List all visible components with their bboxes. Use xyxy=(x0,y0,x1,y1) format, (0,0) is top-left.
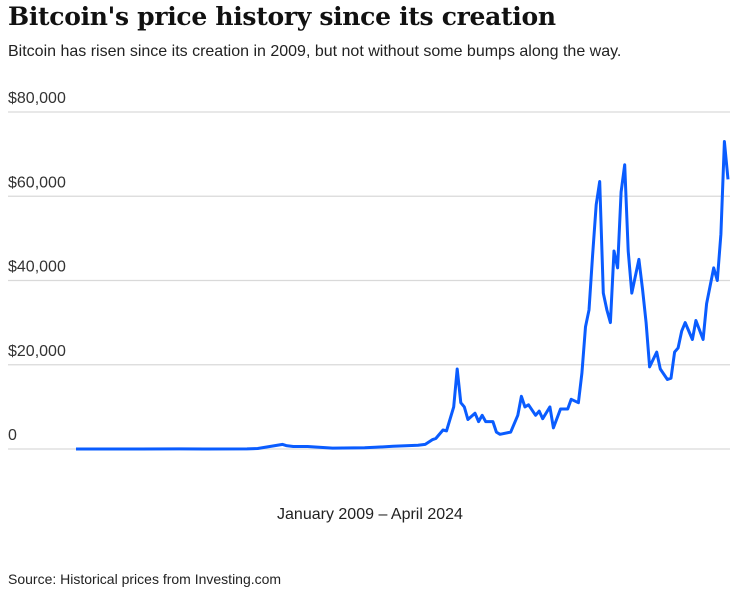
x-axis-label: January 2009 – April 2024 xyxy=(277,506,463,523)
chart-subtitle: Bitcoin has risen since its creation in … xyxy=(8,43,622,60)
y-tick-label: $20,000 xyxy=(8,343,66,360)
y-tick-label: $80,000 xyxy=(8,90,66,107)
price-line xyxy=(76,140,730,451)
y-tick-label: $60,000 xyxy=(8,174,66,191)
chart-title: Bitcoin's price history since its creati… xyxy=(8,2,556,31)
y-tick-label: 0 xyxy=(8,427,17,444)
source-note: Source: Historical prices from Investing… xyxy=(8,571,282,587)
y-tick-label: $40,000 xyxy=(8,259,66,276)
